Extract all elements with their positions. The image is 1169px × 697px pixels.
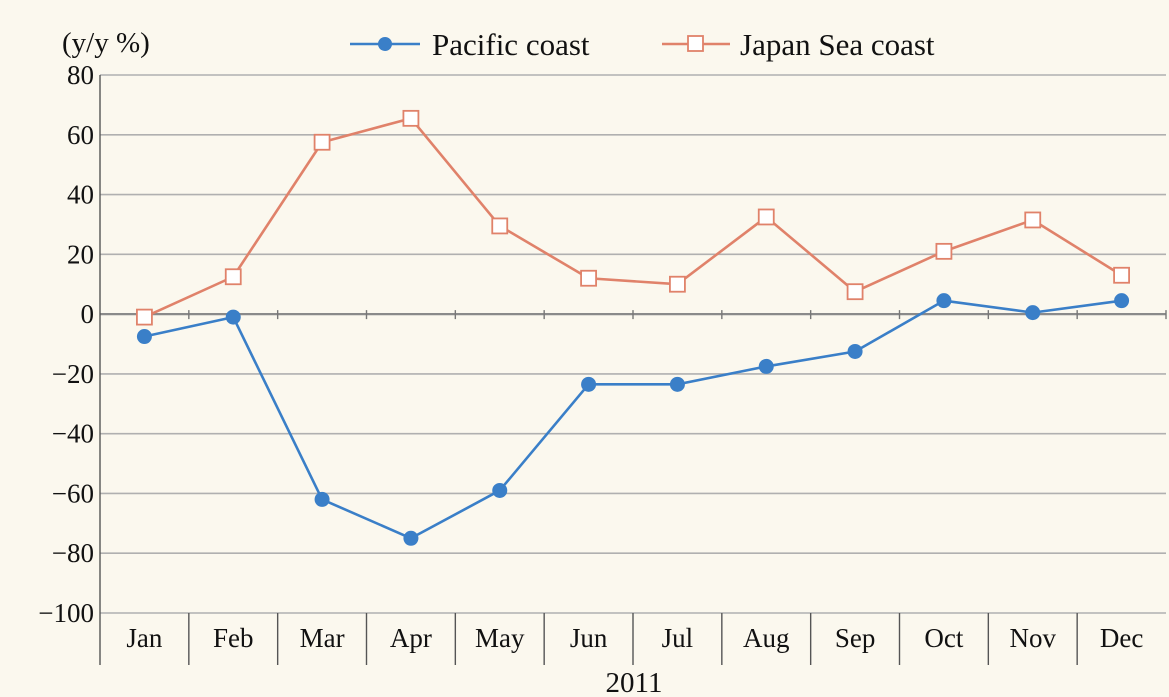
data-point: [492, 482, 508, 498]
x-tick-label: Mar: [300, 623, 345, 653]
x-tick-label: May: [475, 623, 525, 653]
y-tick-label: 0: [81, 299, 95, 329]
data-point: [314, 491, 330, 507]
legend-japan-sea-coast-marker: [687, 35, 704, 52]
grid-layer: [100, 74, 1166, 614]
x-tick-label: Aug: [743, 623, 790, 653]
data-point: [1025, 305, 1041, 321]
series-line-pacific-coast: [144, 299, 1122, 540]
data-point: [313, 133, 331, 151]
data-point: [403, 530, 419, 546]
legend-item-pacific-coast: Pacific coast: [350, 27, 590, 62]
y-tick-label: −100: [38, 598, 94, 628]
axis-layer: 80 60 40 20 0 −20 −40 −60 −80 −100 Jan Feb Mar Apr May…: [38, 60, 1167, 665]
data-point: [581, 376, 597, 392]
y-axis-unit-label: (y/y %): [62, 27, 150, 59]
y-tick-label: 20: [67, 239, 94, 269]
y-tick-label: 80: [67, 60, 94, 90]
series-layer: [136, 109, 1130, 546]
x-tick-label: Oct: [924, 623, 963, 653]
x-tick-label: Dec: [1100, 623, 1143, 653]
legend-japan-sea-coast-label: Japan Sea coast: [740, 27, 935, 62]
data-point: [669, 275, 686, 293]
y-tick-label: −80: [52, 538, 94, 568]
legend: Pacific coast Japan Sea coast: [350, 27, 935, 62]
data-point: [136, 308, 153, 326]
data-point: [758, 358, 774, 374]
series-japan-sea-coast: [136, 109, 1130, 326]
x-tick-label: Jun: [570, 623, 608, 653]
legend-pacific-coast-label: Pacific coast: [432, 27, 590, 62]
data-point: [846, 283, 864, 301]
x-tick-label: Apr: [390, 623, 432, 653]
y-tick-label: −60: [52, 478, 94, 508]
x-tick-label: Nov: [1010, 623, 1057, 653]
x-tick-label: Sep: [835, 623, 876, 653]
y-tick-label: −20: [52, 359, 94, 389]
data-point: [1024, 211, 1042, 229]
data-point: [224, 268, 242, 286]
y-tick-label: 60: [67, 120, 94, 150]
series-line-japan-sea-coast: [143, 117, 1123, 319]
x-axis-title: 2011: [606, 667, 663, 697]
data-point: [402, 109, 420, 127]
x-tick-label: Jul: [662, 623, 694, 653]
data-point: [225, 309, 241, 325]
data-point: [935, 242, 953, 260]
data-point: [136, 329, 152, 345]
series-pacific-coast: [136, 293, 1130, 546]
data-point: [757, 208, 775, 226]
y-tick-label: 40: [67, 180, 94, 210]
data-point: [1114, 293, 1130, 309]
data-point: [936, 293, 952, 309]
x-tick-label: Jan: [126, 623, 162, 653]
data-point: [847, 343, 863, 359]
legend-item-japan-sea-coast: Japan Sea coast: [662, 27, 935, 62]
data-point: [580, 269, 597, 287]
data-point: [1113, 266, 1130, 284]
legend-pacific-coast-marker: [378, 37, 392, 51]
x-tick-label: Feb: [213, 623, 254, 653]
data-point: [491, 217, 509, 235]
data-point: [669, 376, 685, 392]
y-tick-label: −40: [52, 419, 94, 449]
